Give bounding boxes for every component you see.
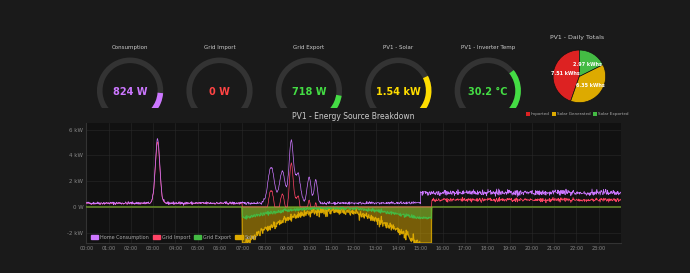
Text: Consumption: Consumption: [112, 45, 148, 50]
Text: Grid Import: Grid Import: [204, 45, 235, 50]
Text: 718 W: 718 W: [292, 87, 326, 97]
Text: 824 W: 824 W: [113, 87, 148, 97]
Text: Grid Export: Grid Export: [293, 45, 324, 50]
Text: 0 W: 0 W: [209, 87, 230, 97]
Text: 1.54 kW: 1.54 kW: [376, 87, 421, 97]
Text: 30.2 °C: 30.2 °C: [468, 87, 508, 97]
Legend: Imported, Solar Generated, Solar Exported: Imported, Solar Generated, Solar Exporte…: [524, 111, 631, 118]
Text: PV1 - Daily Totals: PV1 - Daily Totals: [550, 35, 604, 40]
Legend: Home Consumption, Grid Import, Grid Export, Solar: Home Consumption, Grid Import, Grid Expo…: [89, 233, 259, 242]
Text: PV1 - Solar: PV1 - Solar: [383, 45, 413, 50]
Title: PV1 - Energy Source Breakdown: PV1 - Energy Source Breakdown: [293, 112, 415, 121]
Text: PV1 - Inverter Temp: PV1 - Inverter Temp: [461, 45, 515, 50]
